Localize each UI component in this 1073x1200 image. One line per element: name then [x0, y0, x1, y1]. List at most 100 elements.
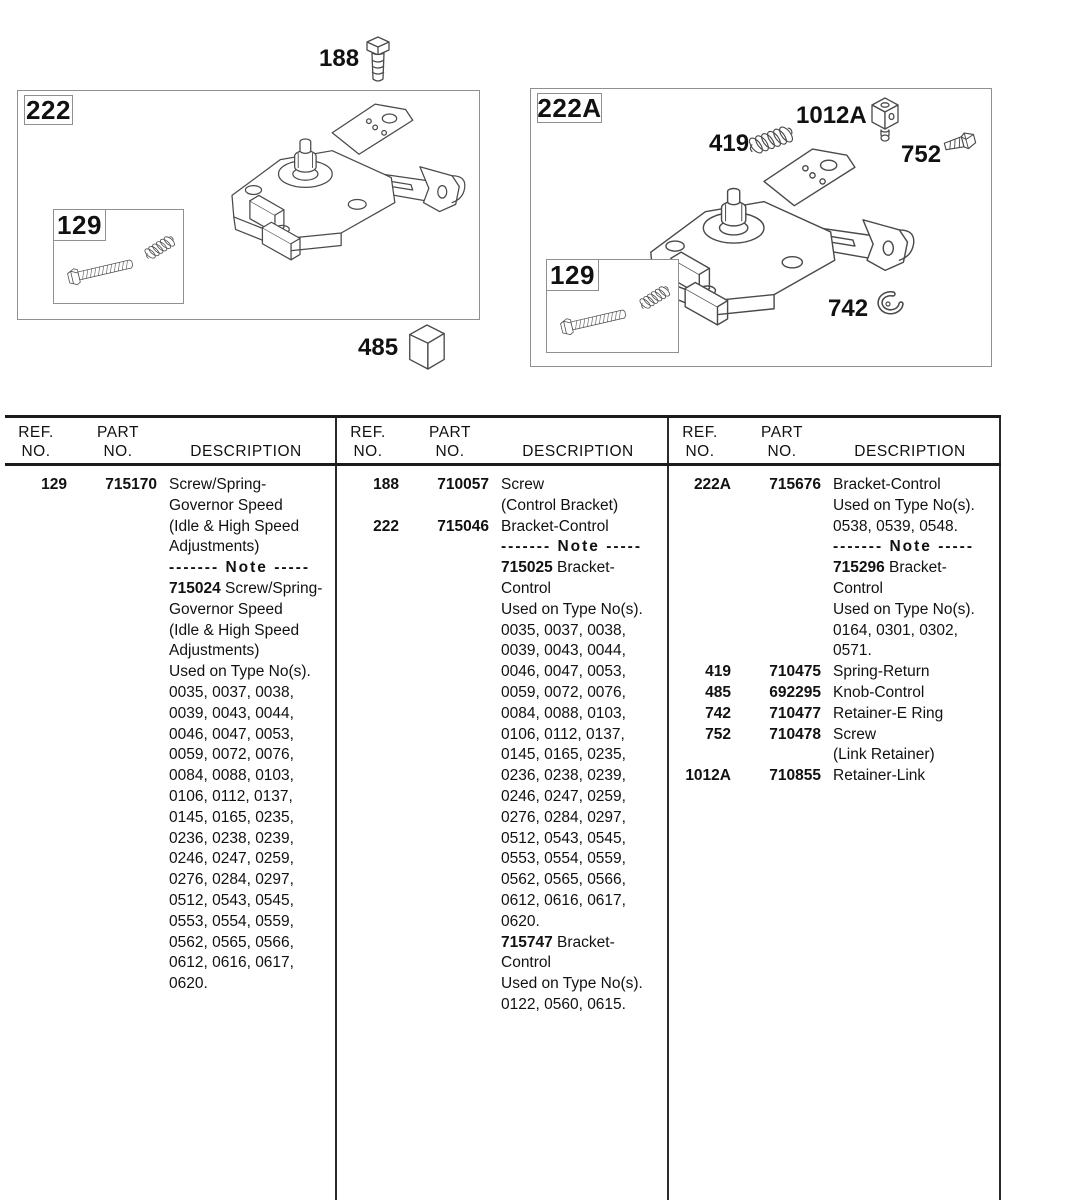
part-row: 188 710057 Screw (Control Bracket)	[337, 475, 667, 517]
description-line: Adjustments)	[169, 538, 260, 556]
description-line: 0059, 0072, 0076,	[169, 746, 294, 764]
description-cell: Screw (Link Retainer)	[833, 725, 999, 767]
description-cell: Screw (Control Bracket)	[501, 475, 667, 517]
description-line: (Link Retainer)	[833, 746, 935, 764]
description-line: 0046, 0047, 0053,	[501, 663, 626, 681]
description-line: Screw	[833, 725, 877, 743]
description-line: Screw	[501, 476, 545, 493]
description-line: 0145, 0165, 0235,	[501, 746, 626, 764]
diagram-box-222a-label: 222A	[537, 92, 602, 123]
description-cell: Spring-Return	[833, 662, 999, 683]
description-header: DESCRIPTION	[190, 443, 302, 460]
header-group-2: REF. NO. PART NO. DESCRIPTION	[337, 418, 669, 463]
description-line: Retainer-E Ring	[833, 704, 944, 722]
description-line: 715024 Screw/Spring-	[169, 579, 323, 597]
part-row: 222A 715676 Bracket-Control Used on Type No…	[669, 475, 999, 662]
ref-no-cell: 222A	[693, 476, 731, 493]
description-cell: Retainer-E Ring	[833, 704, 999, 725]
description-line: 715747 Bracket-	[501, 933, 615, 951]
part-row: 752 710478 Screw (Link Retainer)	[669, 725, 999, 767]
description-line: 0620.	[169, 975, 208, 993]
part-no-cell: 710057	[437, 476, 489, 493]
parts-column-2: 188 710057 Screw (Control Bracket) 222 715046…	[337, 466, 669, 1200]
part-ref-label-752: 752	[901, 141, 942, 168]
description-cell: Bracket-Control Used on Type No(s). 0538, …	[833, 475, 999, 662]
ref-no-header: REF. NO.	[350, 424, 386, 460]
description-line: Bracket-Control	[501, 517, 609, 535]
part-no-cell: 710477	[769, 704, 821, 722]
part-row: 222 715046 Bracket-Control ------- Note ---…	[337, 517, 667, 1016]
parts-table: REF. NO. PART NO. DESCRIPTION REF. NO. PART…	[5, 415, 1001, 1200]
ref-no-cell: 752	[705, 725, 731, 743]
description-line: Control	[501, 579, 551, 597]
description-line: Adjustments)	[169, 642, 260, 660]
description-line: 0562, 0565, 0566,	[169, 933, 294, 951]
description-line: 0512, 0543, 0545,	[501, 829, 626, 847]
ref-no-cell: 419	[705, 663, 731, 681]
description-line: 0039, 0043, 0044,	[169, 704, 294, 722]
description-line: 715296 Bracket-	[833, 559, 947, 577]
description-line: 0538, 0539, 0548.	[833, 517, 958, 535]
description-header: DESCRIPTION	[522, 443, 634, 460]
description-line: 0106, 0112, 0137,	[501, 725, 625, 743]
description-line: Bracket-Control	[833, 476, 941, 493]
part-no-cell: 715170	[105, 476, 157, 493]
description-line: Control	[501, 954, 551, 972]
ref-no-cell: 222	[373, 517, 399, 535]
screw-icon	[938, 125, 982, 162]
description-cell: Bracket-Control ------- Note ----- 715025 …	[501, 517, 667, 1016]
description-line: 0276, 0284, 0297,	[501, 808, 626, 826]
ref-no-cell: 188	[373, 476, 399, 493]
description-line: Used on Type No(s).	[501, 600, 643, 618]
description-line: 0236, 0238, 0239,	[169, 829, 294, 847]
description-cell: Knob-Control	[833, 683, 999, 704]
part-no-cell: 710855	[769, 767, 821, 785]
description-line: ------- Note -----	[833, 538, 974, 556]
description-line: Knob-Control	[833, 683, 925, 701]
inset-box-129a-label: 129	[546, 259, 599, 291]
description-line: 0236, 0238, 0239,	[501, 767, 626, 785]
description-line: 0246, 0247, 0259,	[169, 850, 294, 868]
ref-no-cell: 742	[705, 704, 731, 722]
part-no-cell: 710478	[769, 725, 821, 743]
description-line: Used on Type No(s).	[833, 600, 975, 618]
description-line: 0553, 0554, 0559,	[501, 850, 626, 868]
description-line: 0620.	[501, 912, 540, 930]
ref-no-cell: 129	[41, 476, 67, 493]
part-no-header: PART NO.	[761, 424, 803, 460]
control-bracket-illustration	[196, 97, 472, 267]
part-ref-label-1012a: 1012A	[796, 102, 867, 129]
part-ref-label-419: 419	[709, 130, 750, 157]
diagram-box-222a: 222A 1012A 419 752 742 129	[530, 88, 992, 367]
diagram-box-222-label: 222	[24, 95, 73, 125]
part-row: 129 715170 Screw/Spring- Governor Speed (Idl…	[5, 475, 335, 995]
part-row: 419 710475 Spring-Return	[669, 662, 999, 683]
ref-no-cell: 485	[705, 683, 731, 701]
description-line: Screw/Spring-	[169, 476, 267, 493]
part-no-cell: 710475	[769, 663, 821, 681]
part-no-header: PART NO.	[429, 424, 471, 460]
description-line: Control	[833, 579, 883, 597]
part-ref-label-485: 485	[358, 334, 399, 361]
part-no-header: PART NO.	[97, 424, 139, 460]
part-ref-label-742: 742	[828, 295, 869, 322]
e-ring-icon	[872, 291, 904, 317]
part-row: 1012A 710855 Retainer-Link	[669, 766, 999, 787]
knob-retainer-icon	[868, 95, 902, 143]
diagram-box-222: 222 129	[17, 90, 480, 320]
parts-column-1: 129 715170 Screw/Spring- Governor Speed (Idl…	[5, 466, 337, 1200]
description-line: Used on Type No(s).	[169, 663, 311, 681]
header-group-3: REF. NO. PART NO. DESCRIPTION	[669, 418, 1001, 463]
ref-no-header: REF. NO.	[682, 424, 718, 460]
ref-no-cell: 1012A	[685, 767, 731, 785]
inset-box-129: 129	[53, 209, 184, 304]
description-line: Retainer-Link	[833, 767, 926, 785]
description-line: 0164, 0301, 0302,	[833, 621, 958, 639]
description-line: 0035, 0037, 0038,	[501, 621, 626, 639]
part-no-cell: 692295	[769, 683, 821, 701]
description-line: 0145, 0165, 0235,	[169, 808, 294, 826]
description-line: (Idle & High Speed	[169, 517, 300, 535]
description-line: (Idle & High Speed	[169, 621, 300, 639]
description-line: 0571.	[833, 642, 872, 660]
description-line: Governor Speed	[169, 496, 283, 514]
